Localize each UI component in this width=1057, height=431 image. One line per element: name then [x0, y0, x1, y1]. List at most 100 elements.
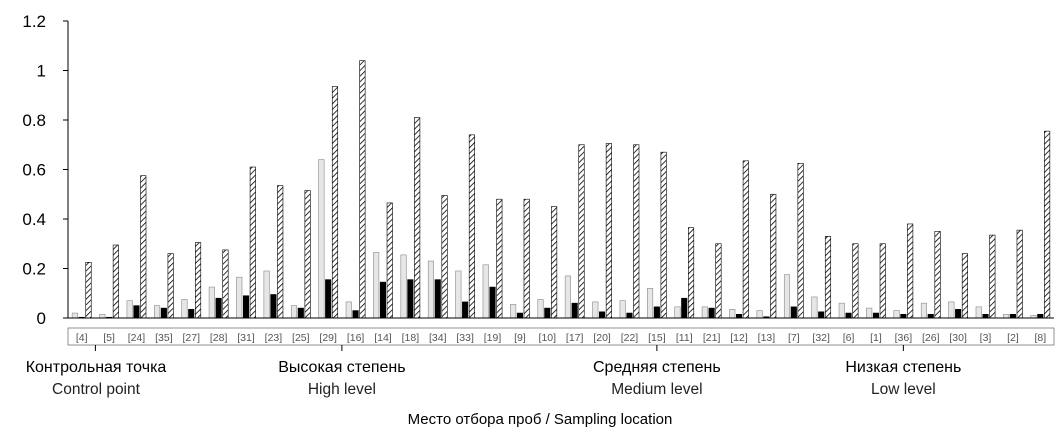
bar-series-1 — [126, 300, 133, 319]
bar-series-1 — [537, 299, 544, 319]
bar-series-3 — [1044, 130, 1051, 319]
bar-series-1 — [482, 264, 489, 319]
x-tick-label: [17] — [566, 332, 584, 344]
group-label-ru: Контрольная точка — [26, 359, 167, 376]
group-label-en: High level — [308, 381, 376, 398]
group-label-ru: Средняя степень — [593, 359, 721, 376]
x-tick-label: [31] — [237, 332, 255, 344]
x-tick-label: [2] — [1007, 332, 1019, 344]
x-tick-label: [5] — [103, 332, 115, 344]
bar-series-3 — [989, 234, 996, 319]
y-tick-label: 0.2 — [22, 260, 46, 279]
x-tick-label: [20] — [593, 332, 611, 344]
bar-series-1 — [783, 274, 791, 319]
x-tick-label: [28] — [210, 332, 228, 344]
bar-series-1 — [975, 306, 982, 319]
x-tick-label: [6] — [843, 332, 855, 344]
bar-series-2 — [462, 301, 469, 319]
bar-series-1 — [290, 305, 298, 319]
bar-series-2 — [1009, 313, 1016, 319]
bar-series-2 — [133, 305, 140, 319]
bar-series-3 — [112, 244, 119, 319]
bar-series-3 — [386, 202, 393, 319]
y-tick-label: 0.6 — [22, 161, 46, 180]
bar-series-2 — [544, 307, 551, 319]
x-tick-label: [21] — [703, 332, 721, 344]
group-label-en: Low level — [871, 381, 936, 398]
group-label-en: Control point — [52, 381, 141, 398]
bar-series-2 — [489, 286, 496, 319]
bar-series-2 — [215, 297, 222, 319]
bar-series-1 — [208, 286, 215, 319]
bar-series-3 — [934, 231, 941, 319]
x-tick-label: [22] — [621, 332, 639, 344]
bar-series-1 — [811, 296, 818, 319]
bar-series-2 — [955, 309, 962, 319]
y-tick-label: 0.8 — [22, 111, 46, 130]
bar-series-2 — [407, 279, 414, 319]
x-tick-label: [30] — [949, 332, 967, 344]
bar-series-2 — [1037, 313, 1044, 319]
bar-series-2 — [325, 279, 332, 319]
x-tick-label: [10] — [539, 332, 557, 344]
bar-series-1 — [893, 310, 900, 319]
bar-series-1 — [701, 306, 708, 319]
bar-series-3 — [496, 198, 503, 319]
bar-series-2 — [818, 311, 825, 319]
bar-series-3 — [167, 253, 174, 319]
bar-series-2 — [379, 281, 387, 319]
bar-series-3 — [468, 134, 475, 319]
bar-series-1 — [729, 309, 736, 319]
x-tick-label: [16] — [347, 332, 365, 344]
bar-series-3 — [687, 227, 695, 319]
bar-series-2 — [516, 312, 523, 319]
bar-series-2 — [708, 307, 715, 319]
bar-series-1 — [373, 252, 380, 319]
bar-series-2 — [188, 309, 195, 319]
bar-series-3 — [852, 243, 859, 319]
x-tick-label: [14] — [374, 332, 392, 344]
bar-series-1 — [345, 301, 352, 319]
bar-series-3 — [879, 243, 886, 319]
bar-series-3 — [605, 143, 612, 319]
bar-series-2 — [735, 313, 743, 319]
bar-series-2 — [242, 295, 250, 319]
bar-series-1 — [154, 305, 161, 319]
bar-series-1 — [647, 287, 654, 319]
bar-series-3 — [523, 198, 530, 319]
bar-series-3 — [797, 163, 804, 319]
bar-series-1 — [564, 275, 571, 319]
bar-series-3 — [277, 185, 284, 319]
x-tick-label: [11] — [676, 332, 693, 344]
group-label-ru: Низкая степень — [845, 359, 961, 376]
bar-series-3 — [414, 117, 421, 319]
bar-series-2 — [653, 306, 660, 319]
bar-series-2 — [270, 294, 277, 319]
bar-series-3 — [961, 253, 968, 319]
bar-series-1 — [510, 304, 517, 319]
bar-series-2 — [900, 313, 907, 319]
x-tick-label: [36] — [895, 332, 913, 344]
bar-series-1 — [71, 312, 78, 319]
x-tick-label: [3] — [980, 332, 992, 344]
bar-series-1 — [236, 276, 243, 319]
bar-series-2 — [872, 312, 880, 319]
x-tick-label: [8] — [1034, 332, 1046, 344]
bar-series-2 — [927, 313, 934, 319]
category-box — [67, 327, 1055, 346]
bar-series-3 — [359, 60, 366, 319]
bar-series-3 — [578, 144, 585, 319]
bar-series-3 — [222, 249, 229, 319]
x-tick-label: [18] — [402, 332, 420, 344]
bar-series-1 — [948, 301, 955, 319]
x-tick-label: [29] — [319, 332, 337, 344]
bar-series-1 — [1003, 313, 1010, 319]
group-label-en: Medium level — [611, 381, 702, 398]
bar-series-3 — [907, 223, 914, 319]
bar-series-2 — [160, 307, 167, 319]
bar-series-3 — [551, 206, 558, 319]
bar-series-1 — [181, 299, 188, 319]
x-axis: [4] [5] [24] [35] [27] [28] [31] [23] [25] [29] [1… — [26, 317, 1055, 398]
y-axis: 0 0.2 0.4 0.6 0.8 1 1.2 — [22, 12, 69, 328]
x-tick-label: [32] — [812, 332, 830, 344]
